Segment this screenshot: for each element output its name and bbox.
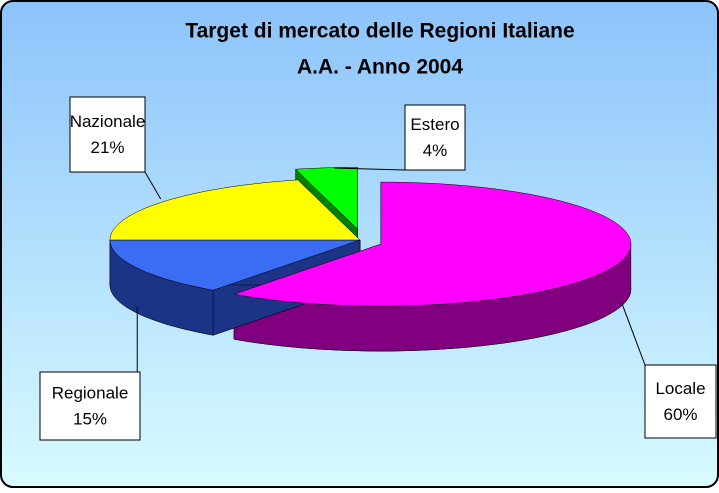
label-box xyxy=(39,371,141,441)
chart-title: Target di mercato delle Regioni Italiane xyxy=(185,20,574,43)
leader-line xyxy=(144,171,162,200)
value-label: 21% xyxy=(90,138,124,157)
category-label: Regionale xyxy=(52,383,129,402)
value-label: 60% xyxy=(663,405,697,424)
label-box xyxy=(69,96,146,173)
category-label: Nazionale xyxy=(70,112,146,131)
label-box xyxy=(644,364,717,439)
pie-slice xyxy=(295,167,358,230)
pie-slice xyxy=(109,179,361,241)
value-label: 4% xyxy=(423,141,448,160)
category-label: Locale xyxy=(655,379,705,398)
pie-slice xyxy=(109,239,361,291)
label-box xyxy=(404,104,466,171)
leader-line xyxy=(620,301,646,366)
chart-subtitle: A.A. - Anno 2004 xyxy=(297,56,463,79)
value-label: 15% xyxy=(73,409,107,428)
category-label: Estero xyxy=(410,115,459,134)
leader-line xyxy=(334,167,406,171)
pie-slice xyxy=(233,181,632,307)
